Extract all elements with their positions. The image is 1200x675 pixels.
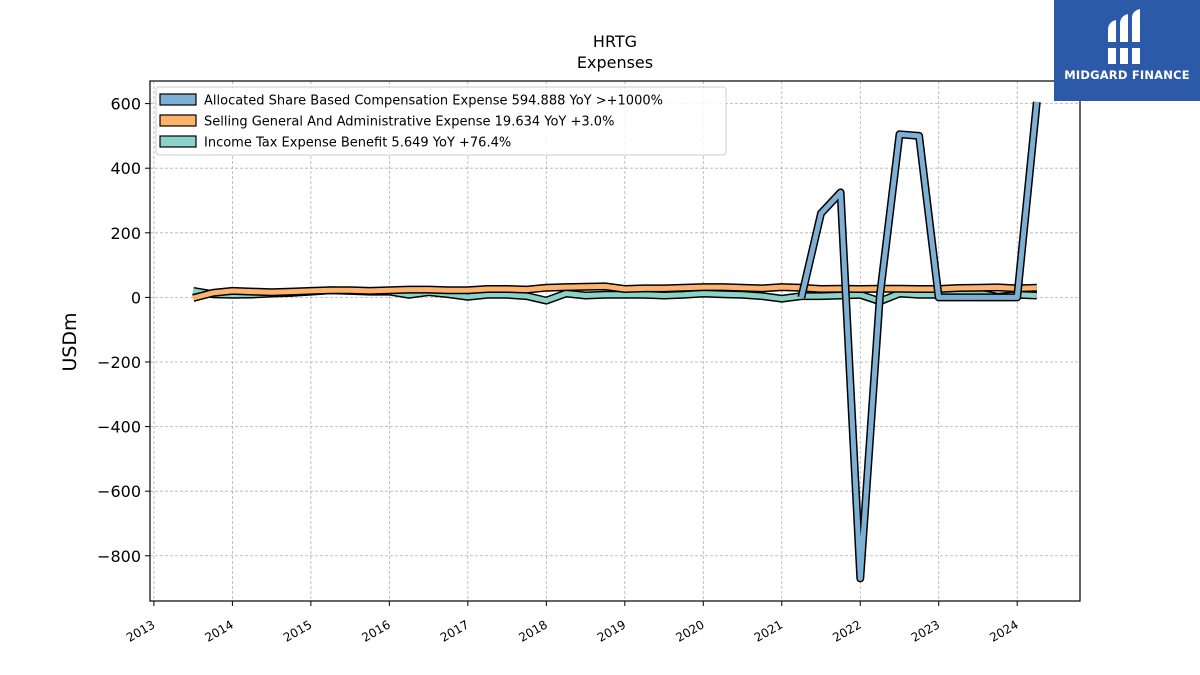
x-tick-label: 2024 [987, 617, 1020, 644]
chart-title: HRTG [593, 32, 637, 51]
x-tick-label: 2018 [516, 617, 549, 644]
legend-label: Allocated Share Based Compensation Expen… [204, 94, 663, 109]
x-tick-label: 2022 [830, 617, 863, 644]
series-line [798, 101, 1040, 581]
x-tick-label: 2014 [202, 617, 235, 644]
grid-lines [150, 81, 1080, 601]
series-line [192, 283, 1037, 301]
chart-subtitle: Expenses [577, 53, 653, 72]
x-axis-ticks: 2013 2014 2015 2016 2017 2018 2019 2020 2021 2022… [124, 601, 1021, 645]
series-outline [797, 101, 1041, 583]
series-layer [192, 101, 1041, 583]
legend-label: Selling General And Administrative Expen… [204, 115, 614, 130]
y-axis-label: USDm [59, 312, 81, 371]
brand-name: MIDGARD FINANCE [1064, 68, 1190, 82]
legend: Allocated Share Based Compensation Expen… [155, 86, 727, 156]
x-tick-label: 2021 [752, 617, 785, 644]
y-tick-label: 400 [110, 159, 141, 178]
y-tick-label: 600 [110, 95, 141, 114]
y-tick-label: −600 [97, 482, 141, 501]
legend-swatch [159, 93, 197, 106]
y-tick-label: −200 [97, 353, 141, 372]
x-tick-label: 2023 [909, 617, 942, 644]
y-tick-label: −800 [97, 547, 141, 566]
x-tick-label: 2020 [673, 617, 706, 644]
legend-swatch [159, 135, 197, 148]
legend-box [155, 86, 727, 156]
x-tick-label: 2016 [359, 617, 392, 644]
midgard-logo-icon [1106, 9, 1144, 64]
y-tick-label: 200 [110, 224, 141, 243]
y-axis-ticks: 600 400 200 0 −200 −400 −600 −800 [97, 95, 150, 566]
x-tick-label: 2013 [124, 617, 157, 644]
legend-swatch [159, 114, 197, 127]
plot-frame [149, 80, 1081, 602]
y-tick-label: 0 [131, 288, 141, 307]
y-tick-label: −400 [97, 418, 141, 437]
brand-logo: MIDGARD FINANCE [1054, 0, 1200, 101]
x-tick-label: 2015 [281, 617, 314, 644]
legend-label: Income Tax Expense Benefit 5.649 YoY +76… [204, 136, 511, 151]
x-tick-label: 2017 [438, 617, 471, 644]
x-tick-label: 2019 [595, 617, 628, 644]
